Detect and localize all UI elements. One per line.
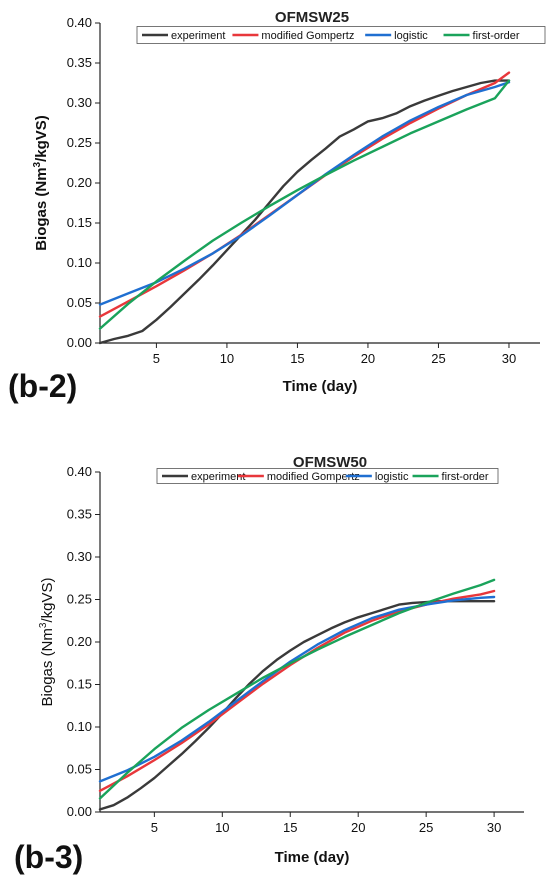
panel-label: (b-3)	[14, 839, 83, 875]
y-tick-label: 0.40	[67, 15, 92, 30]
y-tick-label: 0.35	[67, 55, 92, 70]
chart-title: OFMSW50	[293, 454, 367, 471]
x-tick-label: 25	[419, 820, 433, 835]
panel-label: (b-2)	[8, 368, 77, 404]
y-tick-label: 0.20	[67, 175, 92, 190]
y-tick-label: 0.30	[67, 95, 92, 110]
y-tick-label: 0.10	[67, 719, 92, 734]
legend-label: experiment	[171, 30, 225, 42]
y-tick-label: 0.05	[67, 762, 92, 777]
series-line-first-order	[98, 79, 511, 330]
y-tick-label: 0.10	[67, 255, 92, 270]
y-tick-label: 0.20	[67, 634, 92, 649]
y-tick-label: 0.25	[67, 135, 92, 150]
legend-label: logistic	[375, 471, 409, 483]
series-line-logistic	[98, 595, 496, 783]
chart-panel-b3: 0.00 0.05 0.10 0.15 0.20 0.25 0.30 0.35 0.40 5 10 1…	[0, 440, 550, 881]
series-line-experiment	[98, 79, 511, 345]
series-line-modified-gompertz	[98, 589, 496, 792]
y-tick-label: 0.15	[67, 215, 92, 230]
chart-b2: 0.00 0.05 0.10 0.15 0.20 0.25 0.30 0.35 0.40 5 10 1…	[8, 9, 546, 404]
y-tick-label: 0.00	[67, 335, 92, 350]
y-tick-label: 0.40	[67, 464, 92, 479]
x-tick-label: 20	[351, 820, 365, 835]
series-line-experiment	[98, 599, 496, 811]
y-tick-label: 0.15	[67, 677, 92, 692]
y-tick-label: 0.35	[67, 507, 92, 522]
legend-box	[156, 468, 499, 484]
y-tick-label: 0.30	[67, 549, 92, 564]
y-tick-label: 0.00	[67, 804, 92, 819]
legend-label: logistic	[394, 30, 428, 42]
legend-label: experiment	[191, 471, 245, 483]
chart-panel-b2: 0.00 0.05 0.10 0.15 0.20 0.25 0.30 0.35 0.40 5 10 1…	[0, 0, 550, 420]
legend-box	[136, 26, 546, 44]
x-tick-label: 15	[283, 820, 297, 835]
y-tick-label: 0.25	[67, 592, 92, 607]
x-tick-label: 5	[153, 351, 160, 366]
y-axis-label: Biogas (Nm3/kgVS)	[38, 578, 56, 707]
series-line-first-order	[98, 578, 496, 800]
x-tick-label: 5	[151, 820, 158, 835]
y-tick-label: 0.05	[67, 295, 92, 310]
chart-title: OFMSW25	[275, 9, 349, 26]
x-axis-label: Time (day)	[275, 849, 350, 866]
x-tick-label: 10	[215, 820, 229, 835]
x-tick-label: 30	[502, 351, 516, 366]
series-line-logistic	[98, 80, 511, 306]
x-tick-label: 30	[487, 820, 501, 835]
x-tick-label: 25	[431, 351, 445, 366]
legend-label: modified Gompertz	[267, 471, 360, 483]
chart-b3: 0.00 0.05 0.10 0.15 0.20 0.25 0.30 0.35 0.40 5 10 1…	[14, 454, 524, 875]
x-tick-label: 10	[220, 351, 234, 366]
x-axis-label: Time (day)	[283, 378, 358, 395]
legend-label: first-order	[442, 471, 489, 483]
x-tick-label: 15	[290, 351, 304, 366]
x-tick-label: 20	[361, 351, 375, 366]
legend-label: modified Gompertz	[261, 30, 354, 42]
y-axis-label: Biogas (Nm3/kgVS)	[32, 115, 50, 251]
legend-label: first-order	[473, 30, 520, 42]
